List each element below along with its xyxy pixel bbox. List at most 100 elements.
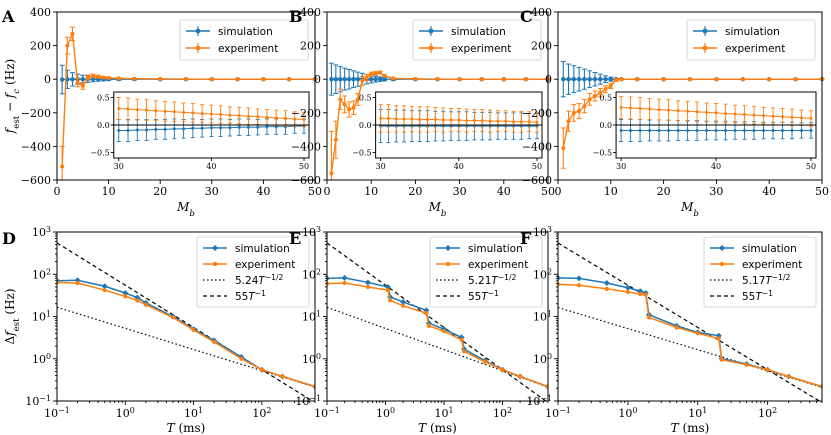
- legend-label: simulation: [235, 243, 290, 255]
- data-point: [603, 77, 608, 82]
- data-point: [587, 77, 592, 82]
- inset-series-experiment: [619, 95, 813, 127]
- y-tick-label: 101: [302, 309, 321, 324]
- inset-x-tick-label: 50: [806, 162, 816, 171]
- x-tick-label: 100: [376, 406, 395, 421]
- data-point: [614, 78, 619, 83]
- inset-data-point: [676, 109, 680, 113]
- legend-marker: [428, 45, 434, 51]
- inset-data-point: [800, 116, 804, 120]
- x-tick-label: 100: [116, 406, 135, 421]
- inset-data-point: [695, 129, 699, 132]
- data-point: [461, 349, 467, 354]
- x-tick-label: 10−1: [44, 406, 70, 421]
- data-point: [60, 164, 65, 169]
- inset-data-point: [781, 129, 785, 132]
- inset-data-point: [790, 115, 794, 119]
- legend-label: experiment: [468, 259, 528, 271]
- data-point: [714, 77, 719, 82]
- inset-data-point: [771, 114, 775, 118]
- legend-label: experiment: [725, 43, 785, 55]
- inset-data-point: [790, 129, 794, 132]
- inset-x-tick-label: 30: [616, 162, 626, 171]
- y-axis-label: fest − fc (Hz): [3, 59, 22, 134]
- data-point: [373, 77, 378, 82]
- legend-frame: [412, 19, 542, 61]
- y-tick-label: 0: [545, 73, 552, 86]
- data-point: [75, 280, 80, 286]
- legend-marker: [212, 245, 218, 251]
- data-point: [744, 362, 749, 367]
- inset-data-point: [695, 110, 699, 114]
- inset-data-point: [449, 118, 453, 122]
- panel-B: 0 10 20 30 40 50−600−400−2000200400MbBsimulat…: [289, 6, 555, 219]
- legend-marker: [195, 28, 201, 34]
- inset-data-point: [752, 129, 756, 132]
- legend: simulation experiment: [686, 19, 816, 61]
- legend-label: 5.17T−1/2: [742, 273, 790, 288]
- data-point: [85, 75, 90, 80]
- data-point: [116, 76, 121, 81]
- series-experiment: [57, 280, 315, 389]
- inset-data-point: [638, 129, 642, 132]
- reference-line: [327, 242, 547, 401]
- x-tick-label: 101: [688, 406, 707, 421]
- inset: 30 40 50 −0.5 0.0 0.5: [593, 91, 817, 171]
- y-tick-label: −200: [21, 107, 51, 120]
- data-point: [101, 283, 108, 290]
- x-tick-label: 40: [762, 185, 776, 198]
- legend-label: 55T−1: [468, 289, 499, 304]
- data-point: [346, 77, 352, 82]
- inset-data-point: [191, 111, 195, 115]
- inset-data-point: [386, 116, 390, 120]
- inset-data-point: [256, 115, 260, 119]
- y-tick-label: −400: [291, 140, 321, 153]
- y-tick-label: 200: [531, 40, 552, 53]
- data-point: [558, 282, 561, 287]
- legend-label: experiment: [742, 259, 802, 271]
- data-point: [312, 384, 315, 389]
- data-point: [435, 77, 440, 82]
- inset-data-point: [809, 129, 813, 132]
- inset-y-tick-label: −0.5: [90, 149, 109, 158]
- data-point: [459, 337, 464, 342]
- data-point: [479, 77, 484, 82]
- inset-data-point: [638, 107, 642, 110]
- inset-data-point: [237, 125, 241, 129]
- inset-data-point: [733, 129, 737, 132]
- inset-data-point: [265, 125, 269, 129]
- x-tick-label: 50: [308, 185, 322, 198]
- y-axis-label: Δfest (Hz): [3, 288, 22, 344]
- data-point: [441, 329, 447, 334]
- data-point: [80, 83, 85, 88]
- panel-letter: C: [520, 7, 533, 26]
- data-point: [765, 367, 770, 372]
- x-tick-label: 0: [54, 185, 61, 198]
- data-point: [571, 77, 577, 82]
- data-point: [280, 374, 285, 379]
- data-point: [400, 299, 407, 306]
- data-point: [342, 280, 347, 286]
- data-point: [587, 97, 592, 102]
- data-point: [360, 78, 365, 83]
- data-point: [91, 73, 96, 78]
- inset-data-point: [743, 113, 747, 117]
- data-point: [342, 102, 347, 107]
- inset-data-point: [418, 118, 422, 121]
- data-point: [624, 284, 631, 291]
- legend-marker: [195, 45, 201, 51]
- legend: simulation experiment: [412, 19, 542, 61]
- inset-data-point: [154, 109, 158, 113]
- data-point: [582, 104, 587, 109]
- panel-letter: A: [1, 7, 15, 26]
- data-point: [604, 286, 609, 292]
- inset-data-point: [219, 126, 223, 130]
- y-tick-label: 0: [44, 73, 51, 86]
- legend-label: simulation: [725, 26, 780, 38]
- y-tick-label: 10−1: [526, 394, 552, 409]
- inset-y-tick-label: 0.5: [97, 94, 110, 103]
- data-point: [501, 77, 506, 82]
